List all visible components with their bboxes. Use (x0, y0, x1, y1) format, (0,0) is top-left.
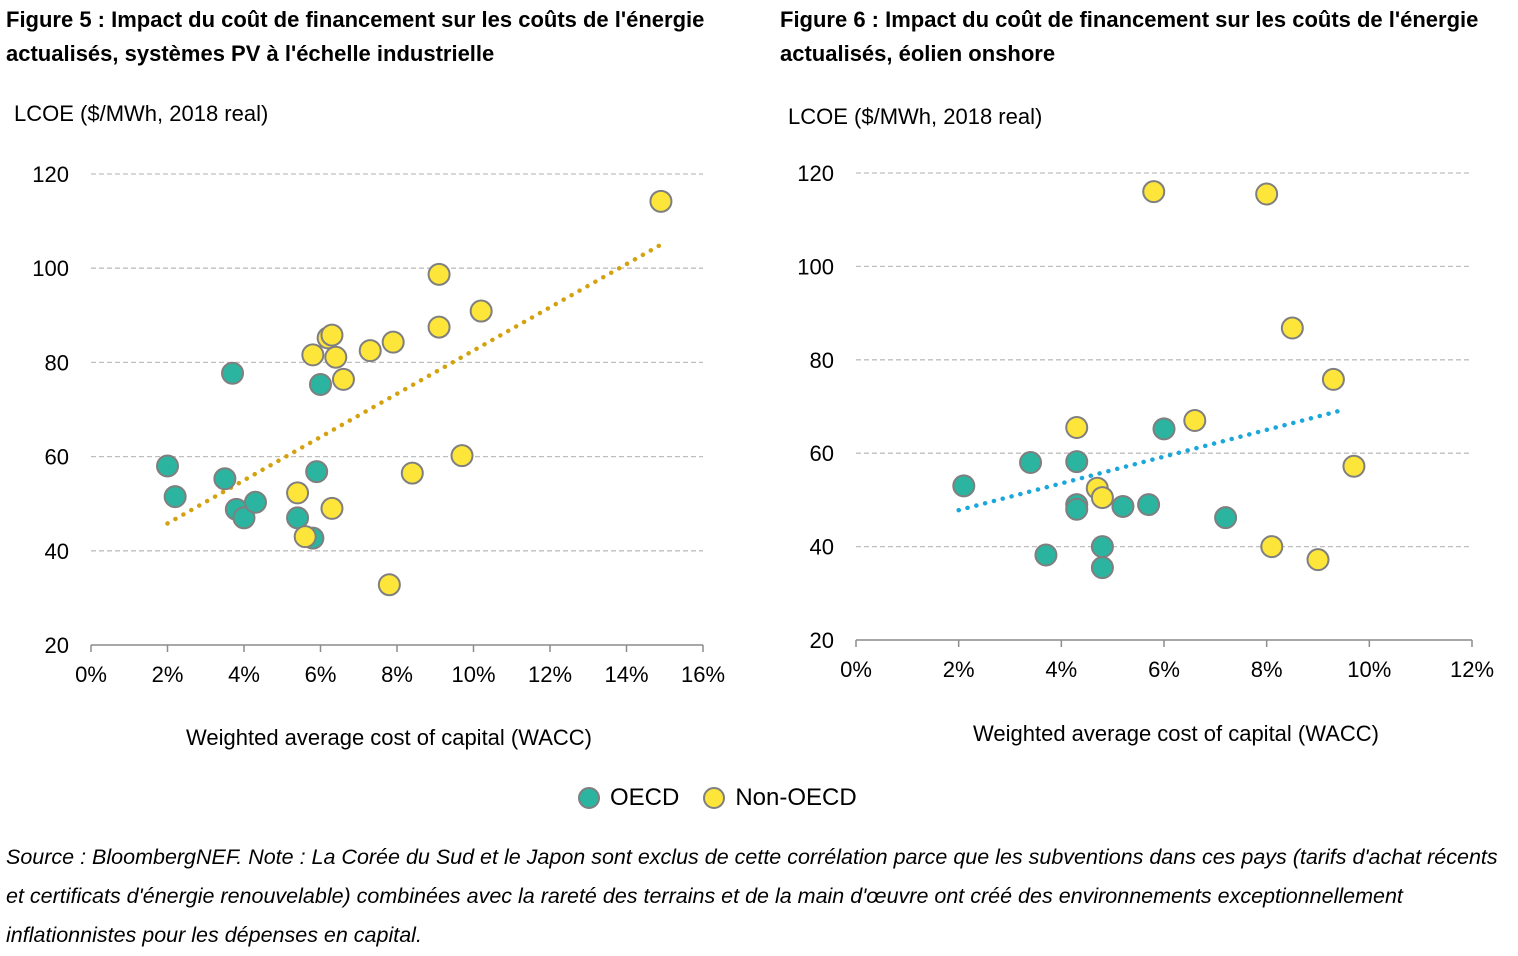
fig5-non-oecd-point (293, 525, 317, 549)
fig6-oecd-point (1065, 450, 1089, 474)
fig6-x-tick-label: 8% (1251, 657, 1283, 682)
fig5-non-oecd-point (427, 262, 451, 286)
fig6-trendline (956, 407, 1346, 513)
fig6-y-tick-label: 120 (797, 161, 834, 186)
fig5-oecd-point (309, 373, 332, 397)
fig5-y-tick-label: 20 (45, 633, 69, 658)
fig5-non-oecd-point (358, 339, 382, 363)
fig5-non-oecd-point (427, 315, 451, 339)
fig6-non-oecd-point (1342, 454, 1366, 478)
fig6-non-oecd-point (1260, 535, 1284, 559)
fig5-non-oecd-point (400, 461, 424, 485)
legend-label-oecd: OECD (610, 784, 680, 811)
fig6-x-tick-label: 12% (1450, 657, 1494, 682)
figure-5-title: Figure 5 : Impact du coût de financement… (6, 7, 705, 66)
fig5-non-oecd-point (301, 343, 325, 367)
fig5-oecd-point (156, 454, 179, 478)
fig6-y-tick-label: 20 (810, 628, 834, 653)
fig6-oecd-point (1111, 494, 1135, 518)
fig6-non-oecd-point (1065, 416, 1089, 440)
legend-marker-oecd (578, 787, 600, 809)
fig5-non-oecd-point (450, 444, 474, 468)
fig5-trendline (165, 242, 664, 526)
legend-marker-non-oecd (703, 787, 726, 809)
fig5-x-axis-label: Weighted average cost of capital (WACC) (186, 725, 592, 750)
fig5-non-oecd-point (649, 189, 673, 213)
fig6-x-tick-label: 6% (1148, 657, 1180, 682)
legend-item-oecd: OECD (578, 784, 679, 812)
fig6-oecd-point (1152, 417, 1176, 441)
fig5-x-tick-label: 10% (451, 662, 495, 687)
fig6-x-tick-label: 10% (1347, 657, 1391, 682)
fig5-oecd-point (232, 506, 256, 530)
fig5-non-oecd-point (320, 323, 344, 347)
fig6-x-tick-label: 2% (943, 657, 975, 682)
fig5-non-oecd-point (286, 481, 310, 505)
fig5-x-tick-label: 0% (75, 662, 107, 687)
fig5-non-oecd-point (469, 299, 493, 323)
fig5-non-oecd-point (320, 496, 344, 520)
legend: OECD Non-OECD (578, 780, 881, 816)
fig6-oecd-point (1019, 451, 1043, 475)
fig6-x-axis-label: Weighted average cost of capital (WACC) (973, 721, 1379, 746)
fig5-non-oecd-point (381, 330, 405, 354)
fig6-oecd-point (1090, 535, 1114, 559)
fig5-y-tick-label: 100 (32, 256, 69, 281)
fig6-non-oecd-point (1321, 367, 1345, 391)
figure-6-title: Figure 6 : Impact du coût de financement… (780, 7, 1479, 66)
fig6-y-tick-label: 60 (810, 441, 834, 466)
fig5-x-tick-label: 4% (228, 662, 260, 687)
fig5-oecd-point (163, 485, 187, 509)
fig5-x-tick-label: 14% (604, 662, 648, 687)
fig5-oecd-point (221, 361, 245, 385)
fig5-x-tick-label: 6% (305, 662, 337, 687)
fig6-non-oecd-point (1306, 548, 1330, 572)
fig6-non-oecd-point (1090, 486, 1114, 510)
fig6-oecd-point (1065, 497, 1089, 521)
fig6-y-axis-label: LCOE ($/MWh, 2018 real) (788, 104, 1042, 129)
fig6-oecd-point (1214, 506, 1238, 530)
fig5-y-tick-label: 80 (45, 350, 69, 375)
fig5-y-tick-label: 60 (45, 445, 69, 470)
fig6-y-tick-label: 40 (810, 535, 834, 560)
legend-label-non-oecd: Non-OECD (735, 784, 857, 811)
fig6-oecd-point (1034, 543, 1058, 567)
fig5-x-tick-label: 12% (528, 662, 572, 687)
fig5-x-tick-label: 2% (152, 662, 184, 687)
fig5-x-tick-label: 8% (381, 662, 413, 687)
legend-item-non-oecd: Non-OECD (703, 784, 857, 812)
fig5-non-oecd-point (377, 573, 401, 597)
fig6-oecd-point (1090, 556, 1114, 580)
fig5-y-tick-label: 40 (45, 539, 69, 564)
fig6-x-tick-label: 4% (1045, 657, 1077, 682)
fig6-y-tick-label: 80 (810, 348, 834, 373)
source-note: Source : BloombergNEF. Note : La Corée d… (6, 845, 1498, 947)
fig5-x-tick-label: 16% (681, 662, 725, 687)
fig5-y-axis-label: LCOE ($/MWh, 2018 real) (14, 101, 268, 126)
fig6-y-tick-label: 100 (797, 254, 834, 279)
fig5-oecd-point (243, 490, 267, 514)
fig5-oecd-point (305, 460, 329, 484)
fig6-x-tick-label: 0% (840, 657, 872, 682)
fig6-non-oecd-point (1280, 316, 1304, 340)
fig5-y-tick-label: 120 (32, 162, 69, 187)
fig6-non-oecd-point (1183, 409, 1207, 433)
fig5-non-oecd-point (331, 367, 355, 391)
fig6-non-oecd-point (1142, 180, 1166, 204)
fig6-non-oecd-point (1255, 182, 1279, 206)
fig6-oecd-point (1137, 493, 1161, 517)
fig5-oecd-point (213, 467, 237, 491)
fig6-oecd-point (952, 474, 976, 498)
fig5-non-oecd-point (324, 345, 348, 369)
